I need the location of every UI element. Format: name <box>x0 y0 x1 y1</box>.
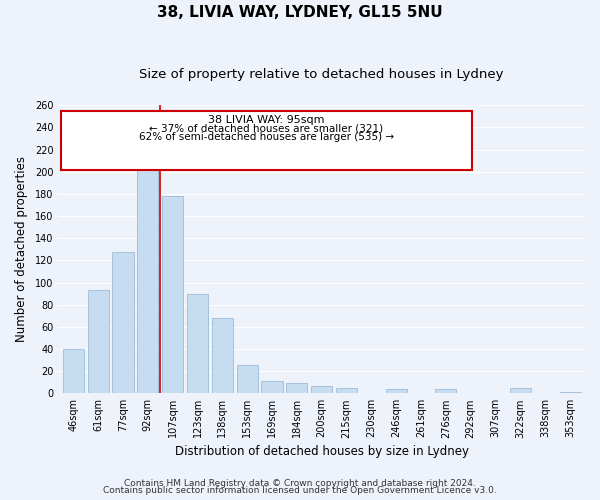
Text: Contains public sector information licensed under the Open Government Licence v3: Contains public sector information licen… <box>103 486 497 495</box>
Y-axis label: Number of detached properties: Number of detached properties <box>15 156 28 342</box>
Bar <box>311 386 332 394</box>
Bar <box>63 349 84 394</box>
FancyBboxPatch shape <box>61 111 472 170</box>
Text: 38 LIVIA WAY: 95sqm: 38 LIVIA WAY: 95sqm <box>208 116 325 126</box>
Text: ← 37% of detached houses are smaller (321): ← 37% of detached houses are smaller (32… <box>149 123 383 133</box>
Bar <box>386 389 407 394</box>
Title: Size of property relative to detached houses in Lydney: Size of property relative to detached ho… <box>139 68 504 80</box>
Bar <box>112 252 134 394</box>
Bar <box>510 388 531 394</box>
Bar <box>187 294 208 394</box>
Bar <box>286 384 307 394</box>
Text: 62% of semi-detached houses are larger (535) →: 62% of semi-detached houses are larger (… <box>139 132 394 142</box>
Bar <box>88 290 109 394</box>
Bar <box>212 318 233 394</box>
Bar <box>436 389 457 394</box>
Bar <box>137 166 158 394</box>
Bar <box>560 392 581 394</box>
Bar <box>262 381 283 394</box>
Bar <box>236 364 258 394</box>
Text: Contains HM Land Registry data © Crown copyright and database right 2024.: Contains HM Land Registry data © Crown c… <box>124 478 476 488</box>
Bar <box>336 388 357 394</box>
Bar <box>162 196 183 394</box>
Text: 38, LIVIA WAY, LYDNEY, GL15 5NU: 38, LIVIA WAY, LYDNEY, GL15 5NU <box>157 5 443 20</box>
X-axis label: Distribution of detached houses by size in Lydney: Distribution of detached houses by size … <box>175 444 469 458</box>
